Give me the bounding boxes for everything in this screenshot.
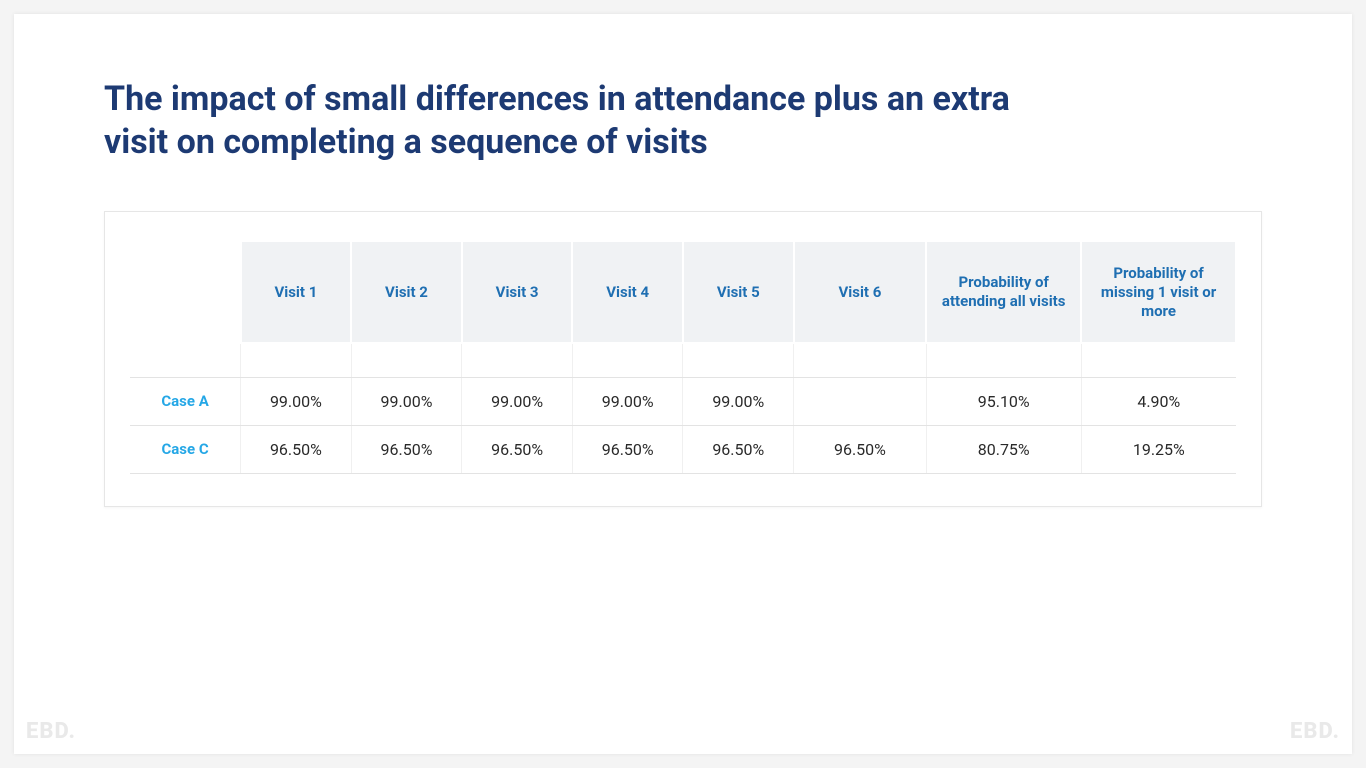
cell: 99.00% — [572, 377, 683, 425]
cell: 99.00% — [462, 377, 573, 425]
cell: 96.50% — [351, 425, 462, 473]
table-spacer-row — [130, 343, 1236, 377]
cell: 80.75% — [926, 425, 1081, 473]
cell: 96.50% — [794, 425, 927, 473]
table-row: Case C 96.50% 96.50% 96.50% 96.50% 96.50… — [130, 425, 1236, 473]
col-header-visit-3: Visit 3 — [462, 241, 573, 343]
col-header-blank — [130, 241, 241, 343]
slide-frame: The impact of small differences in atten… — [14, 14, 1352, 754]
cell: 99.00% — [241, 377, 352, 425]
cell: 96.50% — [241, 425, 352, 473]
row-label-case-c: Case C — [130, 425, 241, 473]
col-header-visit-1: Visit 1 — [241, 241, 352, 343]
col-header-visit-4: Visit 4 — [572, 241, 683, 343]
col-header-visit-2: Visit 2 — [351, 241, 462, 343]
page-title: The impact of small differences in atten… — [104, 78, 1064, 163]
cell: 99.00% — [351, 377, 462, 425]
cell: 96.50% — [683, 425, 794, 473]
col-header-visit-5: Visit 5 — [683, 241, 794, 343]
row-label-case-a: Case A — [130, 377, 241, 425]
table-container: Visit 1 Visit 2 Visit 3 Visit 4 Visit 5 … — [104, 211, 1262, 507]
attendance-table: Visit 1 Visit 2 Visit 3 Visit 4 Visit 5 … — [129, 240, 1237, 474]
watermark-left: EBD. — [26, 719, 76, 744]
watermark-right: EBD. — [1290, 719, 1340, 744]
cell: 4.90% — [1081, 377, 1236, 425]
cell: 96.50% — [572, 425, 683, 473]
col-header-prob-attend-all: Probability of attending all visits — [926, 241, 1081, 343]
table-header-row: Visit 1 Visit 2 Visit 3 Visit 4 Visit 5 … — [130, 241, 1236, 343]
table-row: Case A 99.00% 99.00% 99.00% 99.00% 99.00… — [130, 377, 1236, 425]
cell — [794, 377, 927, 425]
cell: 95.10% — [926, 377, 1081, 425]
cell: 99.00% — [683, 377, 794, 425]
col-header-prob-miss-one: Probability of missing 1 visit or more — [1081, 241, 1236, 343]
cell: 19.25% — [1081, 425, 1236, 473]
col-header-visit-6: Visit 6 — [794, 241, 927, 343]
cell: 96.50% — [462, 425, 573, 473]
